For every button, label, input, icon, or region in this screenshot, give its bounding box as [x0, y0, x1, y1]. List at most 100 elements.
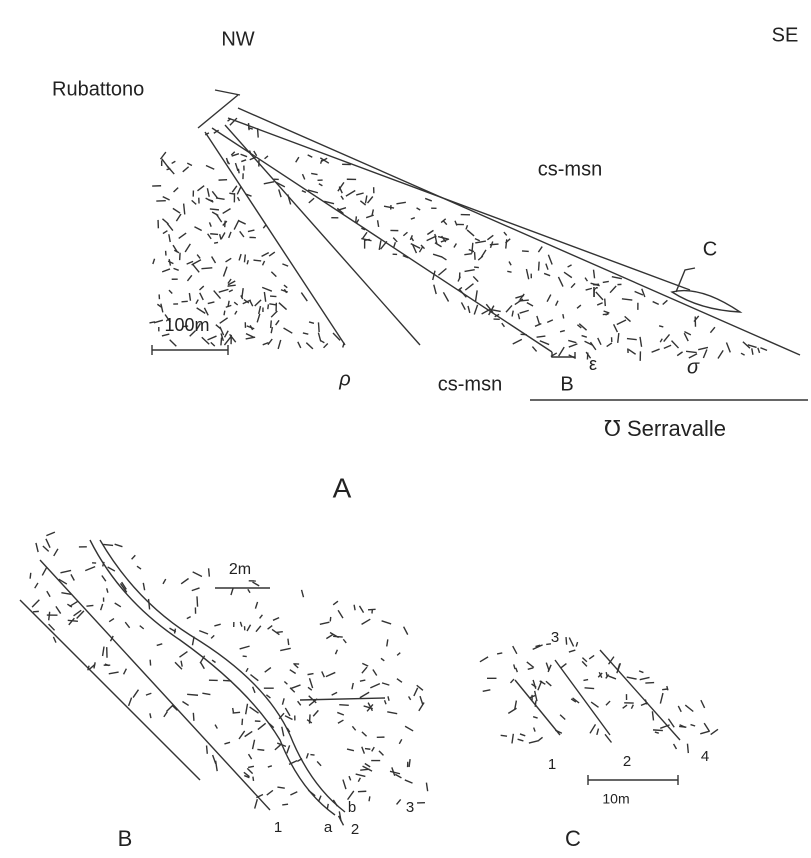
hatch [528, 668, 534, 669]
hatch [668, 719, 674, 728]
hatch [387, 712, 397, 714]
hatch [685, 705, 693, 711]
hatch [703, 349, 707, 357]
hatch [211, 635, 214, 638]
hatch [590, 724, 596, 733]
hatch [379, 751, 383, 756]
hatch [211, 342, 215, 346]
point-label: 1 [548, 756, 556, 773]
hatch [568, 340, 576, 342]
hatch [409, 759, 410, 767]
hatch [454, 244, 456, 248]
hatch [563, 314, 564, 318]
hatch [109, 672, 119, 674]
hatch [207, 746, 208, 754]
hatch [306, 343, 313, 349]
hatch [265, 668, 271, 673]
hatch [582, 336, 587, 338]
hatch [68, 620, 78, 621]
hatch [480, 657, 488, 662]
hatch [183, 167, 189, 172]
hatch [369, 796, 370, 801]
hatch [235, 311, 237, 314]
hatch [226, 258, 232, 262]
hatch [645, 683, 654, 684]
hatch [741, 353, 745, 355]
hatch [397, 679, 402, 683]
hatch [387, 639, 388, 646]
hatch [629, 349, 636, 354]
hatch [332, 692, 337, 695]
hatch [360, 692, 369, 697]
vein [100, 540, 345, 812]
point-label: 4 [701, 748, 709, 765]
hatch [143, 583, 144, 590]
hatch [103, 647, 104, 656]
hatch [163, 197, 170, 200]
hatch [577, 305, 581, 308]
hatch [187, 694, 198, 695]
hatch [219, 289, 229, 292]
hatch [547, 320, 553, 322]
hatch [435, 234, 437, 244]
hatch [582, 658, 586, 662]
hatch [711, 729, 718, 734]
hatch [512, 311, 513, 317]
hatch [614, 324, 618, 332]
hatch [268, 304, 269, 309]
hatch [655, 732, 659, 733]
hatch [483, 690, 491, 691]
hatch [362, 619, 371, 624]
point-label: 3 [406, 799, 414, 816]
hatch [678, 706, 681, 712]
hatch [321, 160, 322, 164]
hatch [390, 771, 400, 773]
hatch [319, 184, 323, 186]
hatch [207, 188, 209, 196]
hatch [659, 326, 663, 327]
hatch [317, 761, 321, 765]
hatch [373, 670, 377, 676]
hatch [265, 156, 268, 159]
hatch [352, 683, 353, 689]
hatch [173, 208, 180, 213]
hatch [94, 662, 95, 668]
hatch [212, 256, 216, 262]
hatch [308, 674, 314, 675]
hatch [411, 218, 415, 219]
hatch [221, 233, 225, 240]
hatch [170, 340, 177, 346]
hatch [537, 336, 546, 337]
hatch [162, 269, 170, 272]
hatch [664, 345, 671, 348]
hatch [576, 642, 577, 646]
hatch [253, 777, 254, 781]
hatch [133, 690, 138, 698]
hatch [404, 627, 408, 635]
hatch [372, 747, 375, 751]
hatch [343, 639, 346, 643]
hatch [302, 174, 304, 179]
hatch [231, 588, 233, 595]
hatch [343, 780, 346, 790]
hatch [526, 269, 528, 279]
hatch [585, 278, 587, 282]
hatch [464, 254, 471, 255]
hatch [475, 252, 476, 260]
hatch [466, 225, 468, 229]
hatch [264, 292, 265, 302]
hatch [273, 618, 279, 621]
hatch [411, 244, 420, 249]
hatch [197, 308, 206, 313]
hatch [269, 304, 276, 305]
section-label: C [703, 238, 717, 260]
hatch [349, 776, 351, 780]
hatch [459, 287, 462, 289]
hatch [660, 339, 662, 342]
hatch [284, 328, 293, 333]
hatch [290, 685, 300, 689]
hatch [691, 725, 696, 726]
hatch [481, 250, 486, 257]
hatch [409, 696, 411, 699]
unit-label: cs-msn [438, 373, 502, 395]
